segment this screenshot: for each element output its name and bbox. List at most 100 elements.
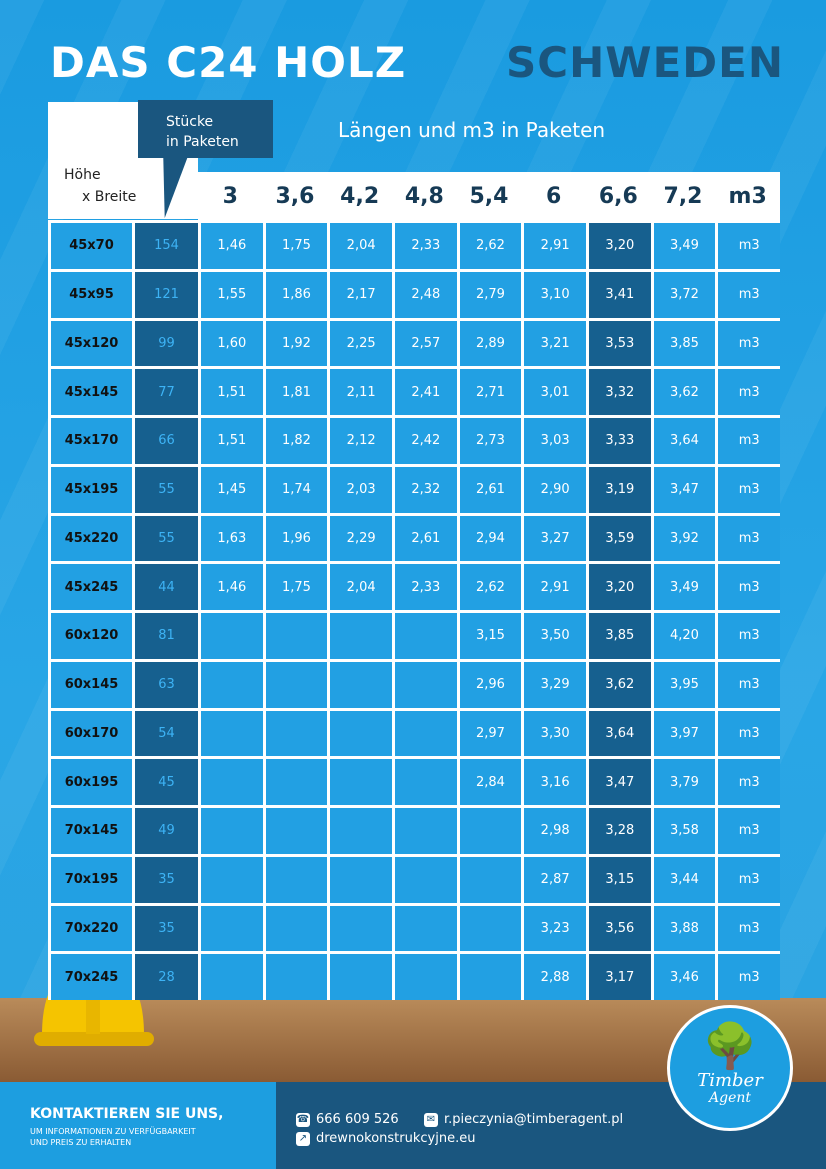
cta-title: KONTAKTIEREN SIE UNS, <box>30 1106 224 1122</box>
volume-cell: 3,92 <box>653 515 716 562</box>
volume-cell <box>395 710 457 757</box>
pieces-cell: 28 <box>135 954 198 1000</box>
volume-cell <box>459 954 522 1000</box>
unit-cell: m3 <box>718 710 780 757</box>
volume-cell <box>265 905 328 952</box>
contact-email[interactable]: ✉ r.pieczynia@timberagent.pl <box>424 1112 623 1127</box>
volume-cell <box>265 954 328 1000</box>
timber-table: 45x70 154 1,46 1,75 2,04 2,33 2,62 2,91 3,20 3,49… <box>48 220 780 1000</box>
volume-cell: 3,47 <box>589 759 651 805</box>
volume-cell: 2,42 <box>395 418 457 464</box>
volume-cell: 2,04 <box>330 564 392 610</box>
volume-cell: 3,85 <box>589 613 651 659</box>
length-header-cell: 3 <box>222 183 238 209</box>
cta-subtitle-line2: UND PREIS ZU ERHALTEN <box>30 1138 132 1147</box>
volume-cell: 2,73 <box>459 418 522 464</box>
unit-cell: m3 <box>718 613 780 659</box>
unit-cell: m3 <box>718 369 780 415</box>
length-header-cell: 4,8 <box>404 183 444 209</box>
pieces-cell: 44 <box>135 564 198 610</box>
dimension-cell: 45x145 <box>51 369 132 415</box>
volume-cell: 2,33 <box>395 564 457 610</box>
length-header-cell: 7,2 <box>663 183 703 209</box>
volume-cell: 3,27 <box>524 515 586 562</box>
volume-cell: 2,17 <box>330 271 392 318</box>
unit-cell: m3 <box>718 320 780 367</box>
volume-cell: 1,75 <box>265 564 328 610</box>
volume-cell: 2,25 <box>330 320 392 367</box>
volume-cell <box>265 710 328 757</box>
unit-cell: m3 <box>718 808 780 854</box>
unit-cell: m3 <box>718 515 780 562</box>
volume-cell <box>330 710 392 757</box>
unit-cell: m3 <box>718 564 780 610</box>
dimension-cell: 45x220 <box>51 515 132 562</box>
dimension-cell: 45x245 <box>51 564 132 610</box>
volume-cell: 3,41 <box>589 271 651 318</box>
volume-cell <box>265 759 328 805</box>
volume-cell: 3,56 <box>589 905 651 952</box>
dimension-cell: 70x195 <box>51 856 132 903</box>
volume-cell <box>201 954 263 1000</box>
volume-cell: 3,88 <box>653 905 716 952</box>
volume-cell: 2,48 <box>395 271 457 318</box>
dimension-cell: 60x120 <box>51 613 132 659</box>
footer-cta: KONTAKTIEREN SIE UNS, UM INFORMATIONEN Z… <box>0 1082 276 1169</box>
volume-cell: 2,96 <box>459 661 522 708</box>
volume-cell <box>459 856 522 903</box>
volume-cell: 1,74 <box>265 466 328 513</box>
length-header-cell: 6,6 <box>598 183 638 209</box>
volume-cell: 1,81 <box>265 369 328 415</box>
contact-website[interactable]: ↗ drewnokonstrukcyjne.eu <box>296 1131 475 1146</box>
volume-cell <box>330 661 392 708</box>
phone-number: 666 609 526 <box>316 1112 399 1127</box>
volume-cell: 1,46 <box>201 223 263 269</box>
pieces-cell: 35 <box>135 905 198 952</box>
volume-cell: 3,03 <box>524 418 586 464</box>
cta-subtitle: UM INFORMATIONEN ZU VERFÜGBARKEIT UND PR… <box>30 1126 196 1148</box>
volume-cell: 2,41 <box>395 369 457 415</box>
unit-cell: m3 <box>718 418 780 464</box>
volume-cell <box>395 613 457 659</box>
volume-cell: 3,47 <box>653 466 716 513</box>
page-title: DAS C24 HOLZ <box>50 38 407 87</box>
volume-cell: 3,49 <box>653 223 716 269</box>
volume-cell: 3,72 <box>653 271 716 318</box>
dimension-cell: 70x245 <box>51 954 132 1000</box>
logo-line2: Agent <box>709 1090 751 1106</box>
dimension-cell: 45x95 <box>51 271 132 318</box>
pieces-sublabel: in Paketen <box>166 134 239 150</box>
volume-cell: 3,23 <box>524 905 586 952</box>
dimension-cell: 60x170 <box>51 710 132 757</box>
contact-phone[interactable]: ☎ 666 609 526 <box>296 1112 399 1127</box>
pieces-cell: 66 <box>135 418 198 464</box>
volume-cell <box>330 856 392 903</box>
link-icon: ↗ <box>296 1131 310 1146</box>
volume-cell: 3,33 <box>589 418 651 464</box>
volume-cell: 1,82 <box>265 418 328 464</box>
volume-cell <box>265 856 328 903</box>
volume-cell: 2,57 <box>395 320 457 367</box>
volume-cell: 1,96 <box>265 515 328 562</box>
volume-cell: 3,58 <box>653 808 716 854</box>
volume-cell <box>201 613 263 659</box>
volume-cell: 1,92 <box>265 320 328 367</box>
pieces-cell: 45 <box>135 759 198 805</box>
volume-cell: 3,19 <box>589 466 651 513</box>
volume-cell: 3,85 <box>653 320 716 367</box>
volume-cell: 2,79 <box>459 271 522 318</box>
volume-cell: 2,12 <box>330 418 392 464</box>
volume-cell: 2,03 <box>330 466 392 513</box>
volume-cell: 3,49 <box>653 564 716 610</box>
volume-cell: 3,79 <box>653 759 716 805</box>
dimension-cell: 60x145 <box>51 661 132 708</box>
volume-cell <box>395 954 457 1000</box>
volume-cell: 2,97 <box>459 710 522 757</box>
volume-cell: 2,61 <box>459 466 522 513</box>
volume-cell: 3,28 <box>589 808 651 854</box>
volume-cell: 1,75 <box>265 223 328 269</box>
volume-cell: 3,62 <box>589 661 651 708</box>
volume-cell: 1,60 <box>201 320 263 367</box>
tree-icon: 🌳 <box>702 1021 758 1072</box>
unit-cell: m3 <box>718 954 780 1000</box>
